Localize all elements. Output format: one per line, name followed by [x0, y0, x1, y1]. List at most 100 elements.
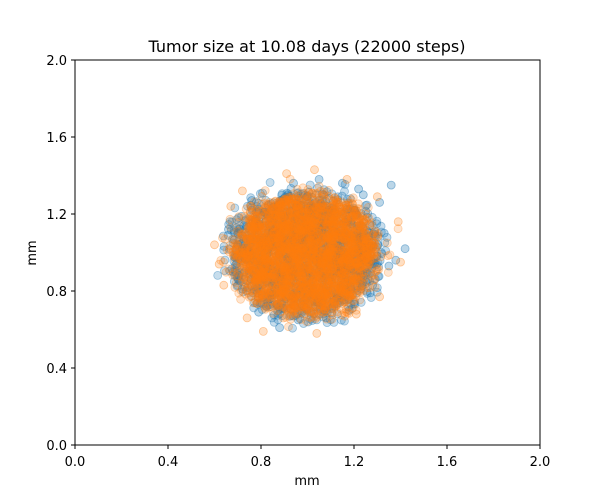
data-point — [250, 277, 260, 286]
data-point — [296, 207, 306, 217]
data-point — [262, 209, 272, 219]
data-point — [237, 248, 247, 258]
data-point — [318, 208, 328, 218]
data-point — [385, 250, 395, 260]
data-point — [255, 260, 265, 269]
data-point — [364, 242, 374, 252]
data-point — [275, 203, 285, 213]
x-tick-label: 1.6 — [437, 455, 458, 470]
data-point — [307, 224, 317, 234]
data-point — [277, 299, 286, 309]
data-point — [338, 209, 348, 219]
data-point — [343, 283, 353, 293]
data-point — [336, 264, 346, 273]
data-point — [296, 315, 306, 324]
data-point — [257, 290, 267, 300]
data-point — [339, 272, 349, 282]
data-point — [312, 328, 322, 338]
data-point — [299, 284, 309, 294]
data-point — [292, 231, 302, 241]
data-point — [266, 232, 276, 242]
data-point — [305, 272, 315, 282]
data-point — [268, 276, 278, 286]
data-point — [346, 248, 356, 258]
data-point — [372, 251, 382, 261]
data-point — [269, 214, 279, 224]
data-point — [293, 244, 303, 254]
x-tick-label: 0.8 — [251, 455, 272, 470]
data-point — [263, 228, 273, 238]
data-point — [364, 241, 374, 251]
data-point — [252, 275, 262, 285]
data-point — [308, 234, 317, 244]
data-point — [372, 266, 382, 275]
data-point — [353, 229, 363, 238]
data-point — [353, 246, 363, 256]
data-point — [313, 216, 322, 226]
data-point — [262, 277, 272, 287]
data-point — [266, 214, 276, 224]
data-point — [300, 261, 310, 271]
data-point — [297, 301, 307, 311]
data-point — [283, 261, 293, 271]
data-point — [263, 264, 273, 274]
data-point — [330, 245, 340, 255]
data-point — [276, 276, 286, 286]
data-point — [226, 225, 236, 235]
data-point — [297, 290, 307, 300]
data-point — [265, 206, 275, 216]
data-point — [296, 251, 306, 261]
data-point — [241, 254, 251, 264]
data-point — [274, 230, 284, 240]
data-point — [324, 255, 334, 265]
data-point — [346, 240, 356, 249]
data-point — [289, 301, 299, 310]
data-point — [298, 268, 308, 277]
data-point — [324, 229, 334, 239]
data-point — [303, 289, 313, 299]
data-point — [335, 265, 345, 275]
data-point — [304, 224, 314, 234]
data-point — [243, 247, 253, 257]
data-point — [365, 241, 375, 251]
data-point — [288, 249, 298, 259]
data-point — [291, 291, 301, 301]
data-point — [300, 219, 310, 229]
data-point — [260, 248, 270, 258]
data-point — [298, 188, 308, 198]
data-point — [325, 261, 335, 271]
data-point — [249, 235, 259, 244]
data-point — [309, 251, 319, 261]
data-point — [289, 254, 299, 264]
data-point — [303, 263, 312, 273]
data-point — [327, 272, 337, 282]
data-point — [317, 301, 327, 311]
data-point — [312, 297, 322, 307]
data-point — [333, 283, 343, 293]
data-point — [337, 273, 347, 283]
data-point — [270, 268, 279, 278]
data-point — [350, 205, 360, 215]
data-point — [283, 260, 293, 270]
data-point — [287, 220, 297, 230]
data-point — [327, 205, 337, 215]
data-point — [260, 255, 270, 265]
data-point — [277, 265, 287, 274]
data-point — [348, 223, 358, 232]
data-point — [246, 281, 256, 291]
data-point — [299, 264, 309, 273]
data-point — [305, 297, 315, 306]
data-point — [297, 235, 307, 245]
data-point — [334, 241, 344, 251]
data-point — [271, 238, 281, 248]
data-point — [322, 230, 332, 240]
data-point — [294, 238, 304, 248]
data-point — [317, 278, 327, 288]
data-point — [255, 245, 265, 255]
data-point — [265, 235, 275, 245]
data-point — [304, 246, 314, 256]
data-point — [316, 250, 326, 260]
data-point — [253, 198, 263, 208]
data-point — [316, 199, 326, 209]
data-point — [275, 272, 285, 282]
